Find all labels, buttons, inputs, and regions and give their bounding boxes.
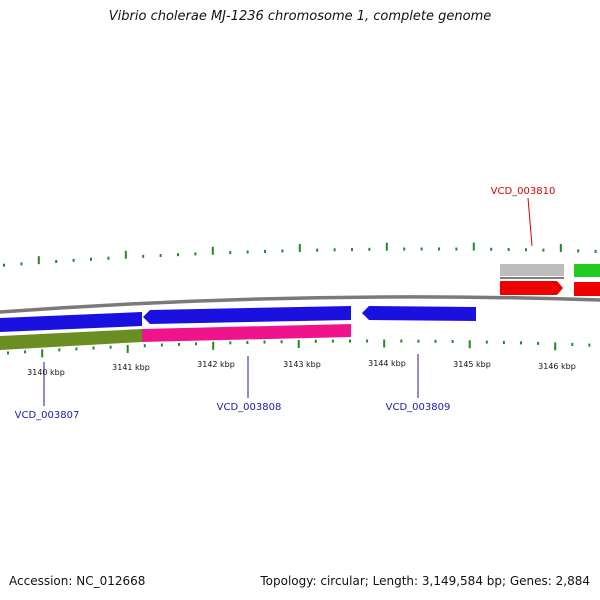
genome-summary: Topology: circular; Length: 3,149,584 bp… (260, 574, 590, 588)
scale-label-3142: 3142 kbp (197, 360, 235, 369)
scale-label-3141: 3141 kbp (112, 363, 150, 372)
scale-label-3145: 3145 kbp (453, 360, 491, 369)
scale-label-3143: 3143 kbp (283, 360, 321, 369)
gene-label-VCD_003807[interactable]: VCD_003807 (15, 410, 80, 421)
accession-label: Accession: NC_012668 (9, 574, 146, 588)
magenta-gene-bar[interactable] (142, 324, 351, 342)
blue-gene-arrow-VCD_003809[interactable] (362, 306, 476, 321)
green-gene-bar[interactable] (574, 264, 600, 277)
blue-gene-bar-left[interactable] (0, 312, 142, 332)
outer-tick-marks (3, 242, 597, 267)
scale-label-3146: 3146 kbp (538, 362, 576, 371)
gene-label-VCD_003808[interactable]: VCD_003808 (217, 402, 282, 413)
gray-gene-bar[interactable] (500, 264, 564, 276)
scale-label-3144: 3144 kbp (368, 359, 406, 368)
blue-gene-arrow-VCD_003808[interactable] (143, 306, 351, 324)
map-title: Vibrio cholerae MJ-1236 chromosome 1, co… (108, 9, 492, 24)
gene-label-VCD_003810[interactable]: VCD_003810 (491, 186, 556, 197)
genome-backbone (0, 295, 600, 314)
gene-label-VCD_003809[interactable]: VCD_003809 (386, 402, 451, 413)
red-gene-bar[interactable] (574, 282, 600, 296)
inner-tick-marks (7, 339, 591, 358)
red-gene-arrow-VCD_003810[interactable] (500, 281, 563, 295)
scale-label-3140: 3140 kbp (27, 368, 65, 377)
olive-gene-bar[interactable] (0, 329, 142, 350)
leader-VCD_003810 (527, 197, 533, 247)
